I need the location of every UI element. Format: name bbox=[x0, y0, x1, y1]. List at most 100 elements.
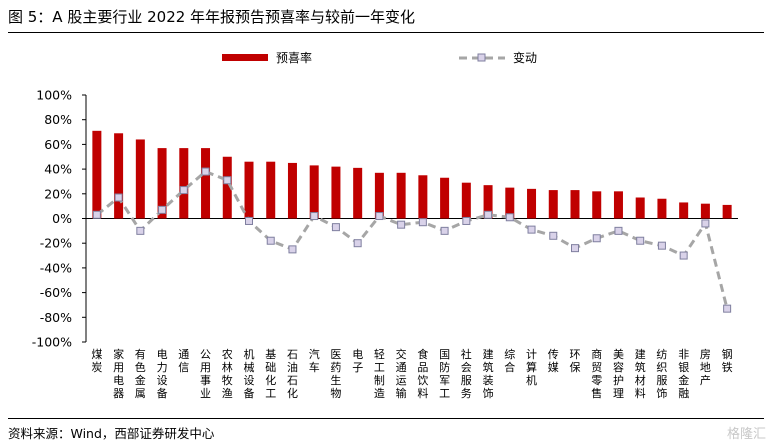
bar bbox=[201, 148, 211, 219]
bar bbox=[396, 172, 406, 219]
line-point bbox=[375, 212, 384, 221]
bar bbox=[570, 190, 580, 219]
line-point bbox=[592, 234, 601, 243]
y-tick-label: -80% bbox=[40, 310, 72, 325]
line-point bbox=[310, 212, 319, 221]
y-tick-label: 20% bbox=[44, 186, 72, 201]
bar bbox=[592, 191, 602, 219]
chart: 预喜率 变动 100% 80% 60% 40% 20% 0% -20% -40% -60% -80%… bbox=[32, 50, 738, 400]
bar bbox=[353, 167, 363, 219]
legend: 预喜率 变动 bbox=[222, 50, 537, 65]
x-tick-label: 国防军工 bbox=[439, 348, 450, 400]
source-note: 资料来源：Wind，西部证券研发中心 bbox=[8, 426, 215, 441]
x-tick-label: 房地产 bbox=[700, 348, 711, 387]
y-tick-label: -100% bbox=[32, 335, 72, 350]
line-point bbox=[549, 231, 558, 240]
bar bbox=[266, 161, 276, 219]
x-tick-label: 商贸零售 bbox=[591, 347, 602, 400]
x-tick-label: 纺织服饰 bbox=[656, 347, 667, 400]
line-point bbox=[136, 226, 145, 235]
bar bbox=[374, 172, 384, 219]
line-series bbox=[92, 167, 732, 313]
x-tick-label: 农林牧渔 bbox=[222, 347, 233, 400]
x-tick-label: 食品饮料 bbox=[417, 347, 428, 400]
bar bbox=[157, 148, 167, 219]
y-tick-label: -20% bbox=[40, 236, 72, 251]
line-point bbox=[245, 216, 253, 225]
bar bbox=[309, 165, 319, 219]
x-tick-label: 传媒 bbox=[548, 348, 559, 374]
bar bbox=[114, 133, 124, 219]
line-point bbox=[701, 219, 710, 228]
line-point bbox=[723, 304, 732, 313]
line-point bbox=[614, 226, 623, 235]
line-point bbox=[179, 186, 188, 195]
bar bbox=[440, 177, 450, 219]
bar bbox=[287, 162, 297, 219]
bar bbox=[92, 130, 102, 219]
x-tick-label: 通信 bbox=[178, 348, 189, 374]
y-tick-label: 100% bbox=[36, 88, 72, 103]
x-tick-label: 建筑材料 bbox=[635, 347, 646, 400]
line-path bbox=[95, 170, 729, 310]
bar bbox=[613, 191, 623, 219]
bar-series bbox=[92, 130, 732, 219]
x-tick-label: 环保 bbox=[570, 348, 581, 374]
line-point bbox=[114, 193, 123, 202]
x-tick-label: 综合 bbox=[504, 347, 515, 374]
x-tick-label: 家用电器 bbox=[113, 347, 124, 400]
bar bbox=[179, 148, 189, 219]
line-point bbox=[440, 226, 449, 235]
x-tick-label: 轻工制造 bbox=[374, 347, 385, 400]
x-tick-label: 电力设备 bbox=[157, 348, 168, 400]
line-point bbox=[636, 236, 645, 245]
line-point bbox=[679, 251, 688, 260]
line-point bbox=[484, 210, 493, 219]
x-tick-label: 电子 bbox=[352, 348, 363, 374]
bar bbox=[505, 187, 515, 219]
chart-title: 图 5：A 股主要行业 2022 年年报预告预喜率与较前一年变化 bbox=[8, 8, 416, 26]
y-tick-label: -60% bbox=[40, 285, 72, 300]
x-tick-label: 公用事业 bbox=[200, 348, 211, 400]
line-point bbox=[288, 245, 297, 254]
y-tick-label: 60% bbox=[44, 137, 72, 152]
x-tick-label: 汽车 bbox=[309, 347, 320, 374]
legend-label-bar: 预喜率 bbox=[276, 50, 312, 65]
bar bbox=[657, 198, 667, 219]
bar bbox=[418, 175, 428, 219]
y-tick-label: 80% bbox=[44, 112, 72, 127]
x-axis-labels: 煤炭家用电器有色金属电力设备通信公用事业农林牧渔机械设备基础化工石油石化汽车医药… bbox=[91, 347, 732, 400]
bar bbox=[135, 139, 145, 219]
line-point bbox=[397, 220, 406, 229]
legend-label-line: 变动 bbox=[513, 50, 537, 65]
line-point bbox=[505, 213, 514, 222]
source-rule bbox=[8, 418, 764, 419]
line-point bbox=[158, 205, 167, 214]
x-tick-label: 基础化工 bbox=[265, 348, 276, 400]
bar bbox=[635, 197, 645, 219]
line-point bbox=[527, 225, 536, 234]
x-tick-label: 社会服务 bbox=[461, 347, 472, 400]
bar bbox=[679, 202, 689, 219]
y-tick-label: 0% bbox=[52, 211, 72, 226]
watermark: 格隆汇 bbox=[726, 427, 766, 442]
line-point bbox=[418, 218, 427, 227]
x-tick-label: 石油石化 bbox=[287, 348, 298, 400]
line-point bbox=[331, 223, 340, 232]
x-tick-label: 医药生物 bbox=[330, 348, 341, 400]
bar bbox=[483, 185, 493, 219]
x-tick-label: 美容护理 bbox=[613, 348, 624, 400]
x-tick-label: 有色金属 bbox=[135, 347, 146, 400]
title-rule bbox=[8, 32, 764, 33]
line-point bbox=[92, 210, 101, 219]
bar bbox=[548, 190, 558, 219]
x-tick-label: 非银金融 bbox=[678, 348, 689, 400]
line-point bbox=[201, 167, 210, 176]
x-tick-label: 煤炭 bbox=[91, 348, 102, 374]
x-tick-label: 机械设备 bbox=[244, 347, 255, 400]
y-tick-label: 40% bbox=[44, 162, 72, 177]
x-tick-label: 钢铁 bbox=[722, 348, 733, 374]
legend-bar-swatch bbox=[222, 54, 268, 61]
bar bbox=[222, 156, 232, 219]
x-tick-label: 交通运输 bbox=[396, 347, 407, 400]
